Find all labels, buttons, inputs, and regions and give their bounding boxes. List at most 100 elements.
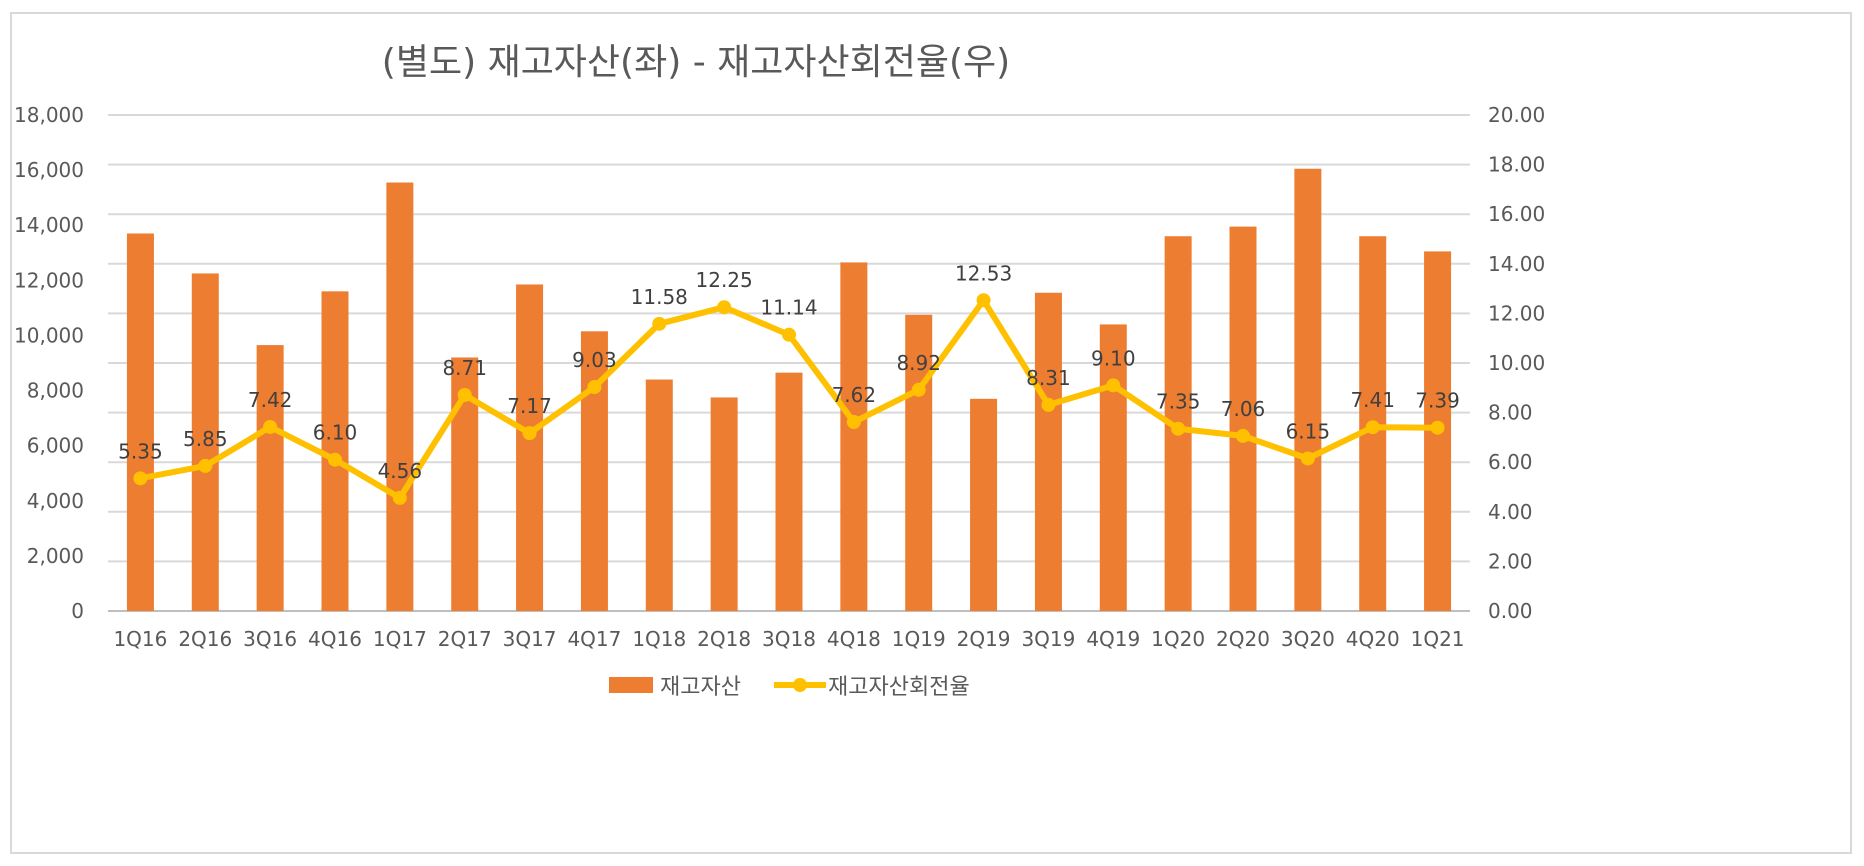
bar-4Q18 <box>840 262 868 611</box>
right-tick-label: 2.00 <box>1488 549 1533 573</box>
data-label-1Q20: 7.35 <box>1156 390 1201 414</box>
right-tick-label: 10.00 <box>1488 351 1545 375</box>
right-tick-label: 16.00 <box>1488 202 1545 226</box>
line-point-1Q19 <box>911 382 926 397</box>
data-label-2Q16: 5.85 <box>183 427 228 451</box>
legend-line-label: 재고자산회전율 <box>828 675 970 700</box>
x-tick-label: 1Q19 <box>892 627 946 651</box>
left-axis: 0 2,000 4,000 6,000 8,000 10,000 12,000 14,000 1… <box>14 103 84 623</box>
x-tick-label: 3Q18 <box>762 627 816 651</box>
bar-3Q19 <box>1034 292 1062 611</box>
line-point-2Q16 <box>198 458 213 473</box>
data-label-4Q18: 7.62 <box>832 383 877 407</box>
line-point-4Q18 <box>846 415 861 430</box>
bar-2Q19 <box>970 398 998 611</box>
x-tick-label: 2Q17 <box>438 627 492 651</box>
bar-2Q18 <box>710 397 738 611</box>
line-point-4Q20 <box>1365 420 1380 435</box>
line-point-1Q20 <box>1171 421 1186 436</box>
data-label-4Q16: 6.10 <box>313 421 358 445</box>
line-point-3Q16 <box>263 419 278 434</box>
x-tick-label: 2Q19 <box>957 627 1011 651</box>
x-tick-label: 1Q20 <box>1151 627 1205 651</box>
data-label-3Q16: 7.42 <box>248 388 293 412</box>
line-point-1Q17 <box>392 490 407 505</box>
data-label-2Q17: 8.71 <box>442 356 487 380</box>
left-tick-label: 16,000 <box>14 158 84 182</box>
x-tick-label: 2Q16 <box>178 627 232 651</box>
left-tick-label: 8,000 <box>27 379 84 403</box>
x-tick-label: 3Q20 <box>1281 627 1335 651</box>
data-label-1Q21: 7.39 <box>1415 389 1460 413</box>
line-point-4Q16 <box>328 452 342 467</box>
left-tick-label: 6,000 <box>27 434 84 458</box>
left-tick-label: 12,000 <box>14 268 84 292</box>
data-label-1Q17: 4.56 <box>378 459 423 483</box>
data-label-1Q19: 8.92 <box>896 351 941 375</box>
left-tick-label: 18,000 <box>14 103 84 127</box>
bar-1Q16 <box>126 233 154 611</box>
line-point-2Q18 <box>717 300 732 315</box>
line-series <box>133 293 1445 505</box>
bar-1Q19 <box>905 314 933 611</box>
right-tick-label: 12.00 <box>1488 301 1545 325</box>
data-label-4Q17: 9.03 <box>572 348 617 372</box>
x-tick-label: 4Q20 <box>1346 627 1400 651</box>
bar-1Q18 <box>645 379 673 611</box>
x-tick-label: 3Q17 <box>503 627 557 651</box>
line-point-1Q21 <box>1430 420 1445 435</box>
bar-4Q16 <box>321 291 349 611</box>
line-point-1Q16 <box>133 471 148 486</box>
x-axis: 1Q16 2Q16 3Q16 4Q16 1Q17 2Q17 3Q17 4Q17 1Q18 2Q18… <box>113 627 1464 651</box>
right-axis: 0.00 2.00 4.00 6.00 8.00 10.00 12.00 14.00 16.00… <box>1488 103 1545 623</box>
line-point-1Q18 <box>652 316 667 331</box>
chart-title: (별도) 재고자산(좌) - 재고자산회전율(우) <box>382 42 1010 83</box>
x-tick-label: 4Q19 <box>1086 627 1140 651</box>
right-tick-label: 20.00 <box>1488 103 1545 127</box>
data-label-3Q17: 7.17 <box>507 394 552 418</box>
data-label-3Q18: 11.14 <box>760 296 817 320</box>
chart-frame: (별도) 재고자산(좌) - 재고자산회전율(우) 0 2,000 4,000 6,0… <box>10 12 1852 854</box>
data-label-3Q19: 8.31 <box>1026 366 1071 390</box>
right-tick-label: 18.00 <box>1488 153 1545 177</box>
bar-2Q20 <box>1229 226 1257 611</box>
line-point-2Q17 <box>457 387 472 402</box>
data-label-1Q18: 11.58 <box>631 285 688 309</box>
data-label-1Q16: 5.35 <box>118 439 163 463</box>
right-tick-label: 4.00 <box>1488 500 1533 524</box>
bar-3Q17 <box>516 284 544 611</box>
data-label-2Q18: 12.25 <box>696 268 753 292</box>
bar-3Q20 <box>1294 168 1322 611</box>
x-tick-label: 1Q18 <box>632 627 686 651</box>
line-point-3Q19 <box>1041 397 1056 412</box>
x-tick-label: 1Q21 <box>1411 627 1465 651</box>
legend-bar-swatch <box>609 677 653 693</box>
chart-svg: (별도) 재고자산(좌) - 재고자산회전율(우) 0 2,000 4,000 6,0… <box>14 42 1545 700</box>
x-tick-label: 3Q19 <box>1021 627 1075 651</box>
right-tick-label: 0.00 <box>1488 599 1533 623</box>
data-label-2Q19: 12.53 <box>955 261 1012 285</box>
left-tick-label: 2,000 <box>27 544 84 568</box>
x-tick-label: 2Q20 <box>1216 627 1270 651</box>
line-point-2Q19 <box>976 293 991 308</box>
right-tick-label: 8.00 <box>1488 401 1533 425</box>
legend: 재고자산 재고자산회전율 <box>609 675 970 700</box>
line-point-4Q17 <box>587 380 602 395</box>
data-label-3Q20: 6.15 <box>1286 419 1331 443</box>
line-point-3Q20 <box>1300 451 1315 466</box>
bar-2Q16 <box>191 273 219 611</box>
x-tick-label: 2Q18 <box>697 627 751 651</box>
right-tick-label: 14.00 <box>1488 252 1545 276</box>
bar-series <box>126 168 1452 611</box>
data-label-2Q20: 7.06 <box>1221 397 1266 421</box>
data-label-4Q20: 7.41 <box>1350 388 1395 412</box>
legend-bar-label: 재고자산 <box>660 675 741 700</box>
line-point-3Q18 <box>782 327 796 342</box>
x-tick-label: 4Q18 <box>827 627 881 651</box>
data-label-4Q19: 9.10 <box>1091 346 1136 370</box>
right-tick-label: 6.00 <box>1488 450 1533 474</box>
line-point-2Q20 <box>1236 428 1250 443</box>
x-tick-label: 4Q17 <box>567 627 621 651</box>
x-tick-label: 3Q16 <box>243 627 297 651</box>
left-tick-label: 0 <box>71 599 84 623</box>
